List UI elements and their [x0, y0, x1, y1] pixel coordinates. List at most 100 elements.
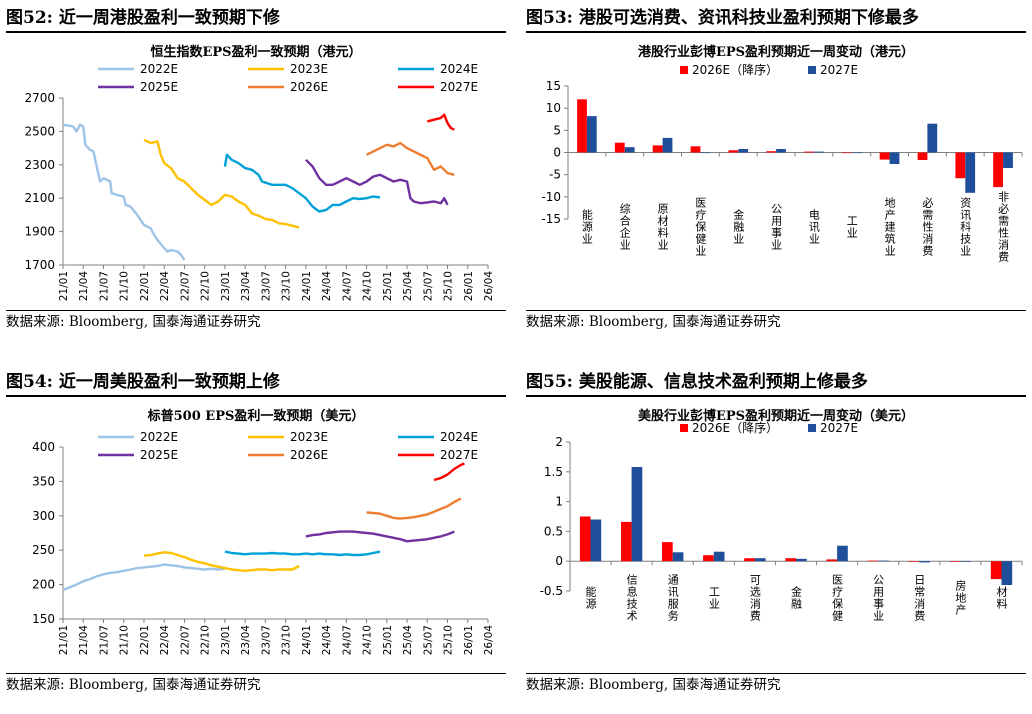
- legend-label: 2026E（降序）: [692, 62, 778, 77]
- category-label: 地产建筑业: [883, 197, 896, 257]
- y-tick-label: -5: [549, 168, 561, 182]
- legend-swatch: [808, 424, 816, 432]
- bar-2026E（降序）-原材料业: [652, 145, 663, 153]
- bar-2027E-工业: [713, 551, 725, 562]
- y-tick-label: 0: [555, 554, 563, 568]
- series-line-2026E: [366, 497, 462, 520]
- y-tick-label: 2700: [24, 91, 55, 105]
- fig55-title: 图55: 美股能源、信息技术盈利预期上修最多: [526, 369, 1026, 397]
- y-tick-label: 0.5: [544, 524, 563, 538]
- legend-label: 2027E: [820, 63, 858, 77]
- x-tick-label: 26/04: [483, 271, 495, 302]
- x-tick-label: 25/10: [443, 625, 455, 655]
- bar-2027E-金融: [796, 558, 807, 562]
- x-tick-label: 25/04: [402, 271, 414, 302]
- y-tick-label: 1700: [24, 258, 55, 272]
- category-label: 公用事业: [770, 203, 783, 251]
- legend-label: 2027E: [440, 80, 478, 94]
- bar-2027E-医疗保健业: [700, 152, 711, 154]
- bar-2026E（降序）-金融: [785, 558, 796, 562]
- category-label: 材料: [995, 585, 1008, 610]
- x-tick-label: 21/01: [58, 271, 70, 301]
- bar-2026E（降序）-资讯科技业: [955, 152, 966, 179]
- y-tick-label: 2300: [24, 158, 55, 172]
- legend-label: 2025E: [140, 448, 178, 462]
- category-label: 金融业: [732, 208, 745, 245]
- bar-2027E-医疗保健: [837, 545, 848, 562]
- bar-2027E-电讯业: [813, 151, 824, 153]
- x-tick-label: 25/10: [443, 271, 455, 301]
- legend-label: 2022E: [140, 430, 178, 444]
- us-sector-bar-chart: -0.5 0 0.5 1 1.5 2 能源 信息技术 通讯服务 工业 可选消费 金融 医疗保健 公用事业 日…: [540, 420, 1023, 622]
- x-tick-label: 24/07: [341, 271, 353, 301]
- fig52-title: 图52: 近一周港股盈利一致预期下修: [6, 5, 506, 33]
- bar-2026E（降序）-必需性消费: [917, 152, 928, 160]
- y-tick-label: 1: [555, 495, 563, 509]
- category-label: 公用事业: [872, 574, 885, 622]
- bar-2026E（降序）-信息技术: [621, 521, 632, 562]
- x-tick-label: 23/10: [281, 625, 293, 655]
- bar-2026E（降序）-公用事业: [766, 151, 776, 153]
- x-tick-label: 23/01: [220, 625, 232, 655]
- category-label: 电讯业: [807, 209, 820, 245]
- hk-sector-chart-title: 港股行业彭博EPS盈利预期近一周变动（港元）: [637, 45, 915, 60]
- category-label: 医疗保健: [831, 574, 844, 622]
- bar-2026E（降序）-地产建筑业: [879, 152, 890, 160]
- y-tick-label: 1.5: [544, 465, 563, 479]
- fig53-title: 图53: 港股可选消费、资讯科技业盈利预期下修最多: [526, 5, 1026, 33]
- x-tick-label: 22/07: [179, 625, 191, 655]
- category-label: 医疗保健业: [694, 197, 707, 257]
- bar-2026E（降序）-通讯服务: [662, 542, 673, 562]
- y-tick-label: 200: [32, 578, 55, 592]
- category-label: 金融: [790, 585, 803, 610]
- y-tick-label: 400: [32, 440, 55, 454]
- spx-eps-line-chart: 150 200 250 300 350 400 21/01 21/04 21/07 21/10 22…: [32, 430, 495, 656]
- panel-fig52: 图52: 近一周港股盈利一致预期下修 恒生指数EPS盈利一致预期（港元） 170…: [6, 5, 506, 350]
- legend-label: 2024E: [440, 430, 478, 444]
- x-tick-label: 22/01: [139, 625, 151, 655]
- series-line-2026E: [366, 141, 455, 176]
- legend-label: 2024E: [440, 62, 478, 76]
- bar-2027E-能源: [590, 519, 602, 562]
- series-line-2025E: [305, 158, 449, 206]
- bar-2026E（降序）-工业: [841, 152, 852, 154]
- series-line-2023E: [143, 551, 300, 573]
- legend-label: 2025E: [140, 80, 178, 94]
- x-tick-label: 24/04: [321, 271, 333, 302]
- x-tick-label: 25/04: [402, 625, 414, 656]
- x-tick-label: 21/10: [119, 625, 131, 655]
- y-tick-label: 5: [553, 123, 561, 137]
- y-tick-label: 350: [32, 474, 55, 488]
- bar-2027E-房地产: [960, 561, 972, 562]
- x-tick-label: 22/10: [200, 271, 212, 301]
- x-tick-label: 22/04: [159, 271, 171, 302]
- bar-2027E-通讯服务: [672, 552, 684, 562]
- category-label: 资讯科技业: [959, 197, 972, 257]
- bar-2027E-金融业: [738, 149, 749, 153]
- legend-swatch: [680, 424, 688, 432]
- category-label: 日常消费: [913, 574, 926, 622]
- x-tick-label: 22/01: [139, 271, 151, 301]
- bar-2026E（降序）-电讯业: [804, 151, 814, 153]
- series-line-2022E: [62, 123, 186, 261]
- x-tick-label: 23/10: [281, 271, 293, 301]
- bar-2027E-非必需性消费: [1003, 152, 1013, 168]
- legend-label: 2022E: [140, 62, 178, 76]
- bar-2027E-能源业: [586, 116, 597, 153]
- category-label: 综合企业: [618, 202, 631, 251]
- series-line-2022E: [62, 563, 226, 592]
- bar-2026E（降序）-医疗保健: [826, 559, 838, 562]
- bar-2026E（降序）-能源: [579, 516, 591, 562]
- bar-2026E（降序）-工业: [703, 555, 714, 562]
- y-tick-label: 0: [553, 146, 561, 160]
- bar-2026E（降序）-房地产: [949, 561, 961, 562]
- legend-label: 2026E（降序）: [692, 420, 778, 435]
- panel-fig54: 图54: 近一周美股盈利一致预期上修 标普500 EPS盈利一致预期（美元） 1…: [6, 369, 506, 714]
- legend-label: 2023E: [290, 430, 328, 444]
- series-line-2023E: [143, 138, 300, 229]
- bar-2026E（降序）-可选消费: [744, 558, 755, 562]
- y-tick-label: -0.5: [540, 584, 563, 598]
- bar-2026E（降序）-综合企业: [614, 142, 625, 153]
- legend-label: 2023E: [290, 62, 328, 76]
- fig55-source: 数据来源: Bloomberg, 国泰海通证券研究: [526, 673, 1026, 696]
